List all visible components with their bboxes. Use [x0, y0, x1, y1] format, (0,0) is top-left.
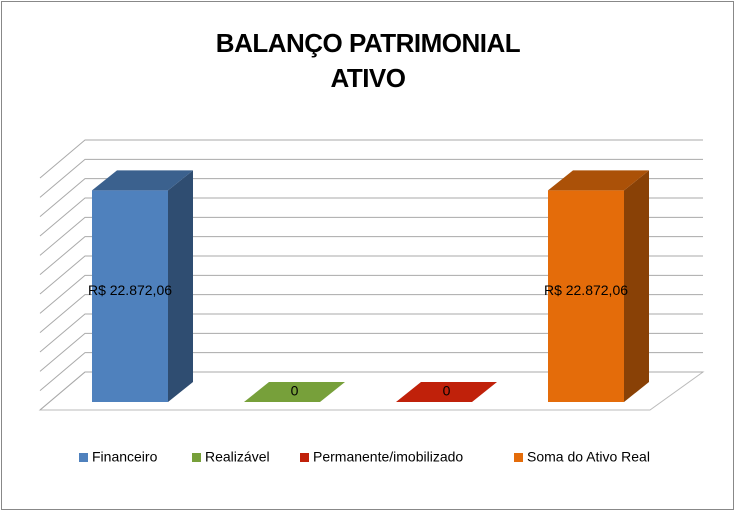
bar-side [168, 170, 193, 402]
bar-top [92, 170, 193, 191]
grid-line [39, 139, 703, 179]
bar [244, 382, 345, 402]
grid-line [39, 352, 703, 392]
grid-line [39, 158, 703, 198]
grid-line [39, 255, 703, 295]
bar-front [92, 190, 168, 402]
data-label: R$ 22.872,06 [88, 282, 172, 298]
bar-front [548, 190, 624, 402]
legend-label: Soma do Ativo Real [527, 449, 650, 465]
legend-swatch [79, 453, 88, 462]
grid-line [39, 236, 703, 276]
data-label: 0 [291, 383, 299, 399]
bar-top [244, 382, 345, 402]
chart-title: ATIVO [330, 63, 405, 93]
legend-label: Permanente/imobilizado [313, 449, 463, 465]
grid-line [39, 274, 703, 314]
grid-line [39, 178, 703, 218]
bar-top [548, 170, 649, 191]
bar [396, 382, 497, 402]
bar [92, 170, 193, 402]
legend-label: Realizável [205, 449, 270, 465]
bar-side [624, 170, 649, 402]
grid-line [39, 371, 703, 411]
data-label: 0 [443, 383, 451, 399]
chart-title: BALANÇO PATRIMONIAL [216, 28, 521, 58]
data-label: R$ 22.872,06 [544, 282, 628, 298]
legend-swatch [300, 453, 309, 462]
legend-swatch [514, 453, 523, 462]
grid-line [39, 216, 703, 256]
grid-line [39, 332, 703, 372]
legend-label: Financeiro [92, 449, 158, 465]
bar-top [396, 382, 497, 402]
grid-line [39, 294, 703, 334]
legend-swatch [192, 453, 201, 462]
bar [548, 170, 649, 402]
grid-line [39, 197, 703, 237]
grid-line [39, 313, 703, 353]
